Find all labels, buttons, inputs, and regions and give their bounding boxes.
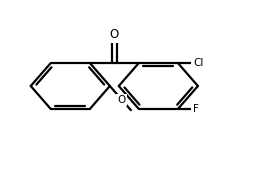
Text: Cl: Cl — [193, 58, 203, 68]
Text: O: O — [110, 28, 119, 41]
Text: F: F — [193, 104, 199, 114]
Text: O: O — [117, 95, 125, 105]
